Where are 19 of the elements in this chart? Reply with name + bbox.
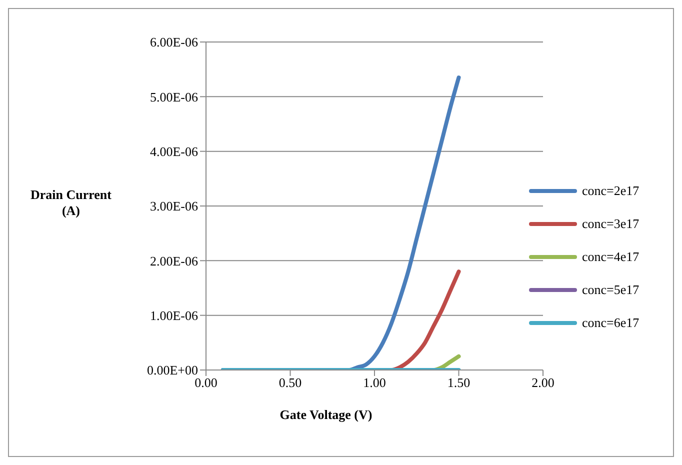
x-axis-title: Gate Voltage (V) <box>278 407 374 423</box>
y-tick-label: 5.00E-06 <box>150 89 198 104</box>
y-tick-label: 3.00E-06 <box>150 198 198 214</box>
legend-label: conc=4e17 <box>582 248 640 264</box>
x-tick-label: 2.00 <box>532 375 554 390</box>
x-tick-label: 1.50 <box>447 375 470 390</box>
y-tick-label: 6.00E-06 <box>150 34 198 50</box>
legend-label: conc=3e17 <box>582 216 640 232</box>
x-tick-label: 0.00 <box>194 375 218 390</box>
x-tick-label: 0.50 <box>278 375 302 390</box>
y-tick-label: 4.00E-06 <box>150 144 198 159</box>
y-tick-label: 1.00E-06 <box>150 308 198 323</box>
y-tick-label: 2.00E-06 <box>150 253 198 268</box>
x-tick-label: 1.00 <box>363 375 386 390</box>
legend-label: conc=5e17 <box>582 282 640 298</box>
y-tick-label: 0.00E+00 <box>146 362 198 378</box>
legend-label: conc=2e17 <box>582 182 640 198</box>
y-axis-title: Drain Current (A) <box>29 187 112 219</box>
legend-label: conc=6e17 <box>582 314 640 330</box>
